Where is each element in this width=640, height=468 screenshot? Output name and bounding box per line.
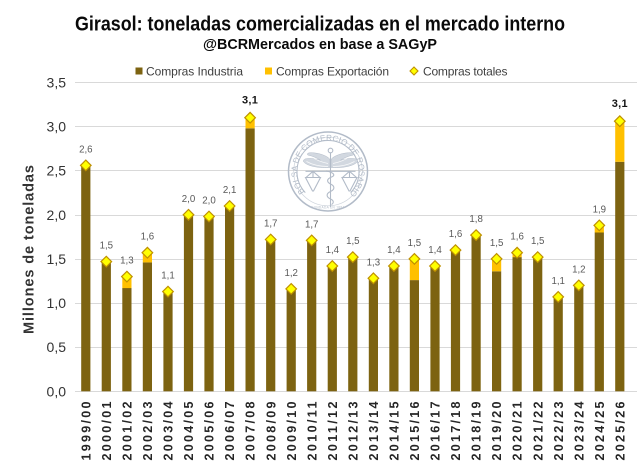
svg-text:1,5: 1,5 (490, 238, 503, 249)
svg-text:Compras Exportación: Compras Exportación (276, 65, 389, 79)
svg-text:2001/02: 2001/02 (121, 402, 135, 461)
svg-text:2025/26: 2025/26 (613, 402, 627, 461)
svg-text:2008/09: 2008/09 (264, 402, 278, 461)
svg-text:2018/19: 2018/19 (470, 402, 484, 461)
svg-text:2013/14: 2013/14 (367, 402, 381, 461)
svg-text:1,7: 1,7 (264, 219, 277, 230)
svg-text:2004/05: 2004/05 (182, 402, 196, 461)
svg-text:1,9: 1,9 (593, 204, 606, 215)
svg-text:Compras Industria: Compras Industria (146, 65, 243, 79)
svg-text:1,4: 1,4 (428, 245, 442, 256)
svg-text:2015/16: 2015/16 (408, 402, 422, 461)
svg-text:1,3: 1,3 (367, 257, 380, 268)
svg-text:1,6: 1,6 (449, 229, 462, 240)
svg-text:1,6: 1,6 (510, 232, 523, 243)
svg-text:2012/13: 2012/13 (346, 402, 360, 461)
svg-text:2009/10: 2009/10 (285, 402, 299, 461)
svg-text:2002/03: 2002/03 (141, 402, 155, 461)
svg-text:1,4: 1,4 (387, 245, 401, 256)
svg-text:1,5: 1,5 (346, 236, 359, 247)
svg-text:3,0: 3,0 (47, 119, 67, 135)
svg-text:FUNDADA EN 1884: FUNDADA EN 1884 (311, 206, 344, 210)
svg-text:1,1: 1,1 (551, 276, 564, 287)
svg-text:@BCRMercados en base a SAGyP: @BCRMercados en base a SAGyP (203, 36, 437, 53)
svg-text:2,0: 2,0 (47, 207, 67, 223)
svg-text:2007/08: 2007/08 (244, 402, 258, 461)
svg-text:1,5: 1,5 (408, 238, 421, 249)
svg-text:1,0: 1,0 (47, 295, 67, 311)
svg-text:2019/20: 2019/20 (490, 402, 504, 461)
svg-text:1,5: 1,5 (100, 241, 113, 252)
svg-text:2,0: 2,0 (182, 194, 196, 205)
svg-text:2011/12: 2011/12 (326, 402, 340, 461)
svg-text:1,1: 1,1 (161, 271, 174, 282)
svg-text:Girasol: toneladas comercializ: Girasol: toneladas comercializadas en el… (75, 13, 565, 35)
svg-text:1999/00: 1999/00 (79, 402, 93, 461)
svg-text:2,0: 2,0 (202, 196, 216, 207)
svg-text:2016/17: 2016/17 (429, 402, 443, 461)
svg-text:Millones de toneladas: Millones de toneladas (22, 165, 38, 334)
svg-text:0,0: 0,0 (47, 383, 67, 399)
svg-text:1,3: 1,3 (120, 256, 133, 267)
svg-text:2,5: 2,5 (47, 163, 67, 179)
svg-text:1,2: 1,2 (284, 268, 297, 279)
svg-text:1,8: 1,8 (469, 214, 482, 225)
svg-text:1,5: 1,5 (531, 236, 544, 247)
svg-text:2021/22: 2021/22 (531, 402, 545, 461)
svg-text:1,7: 1,7 (305, 219, 318, 230)
svg-text:2014/15: 2014/15 (388, 402, 402, 461)
svg-text:3,1: 3,1 (612, 98, 628, 110)
svg-text:2003/04: 2003/04 (162, 402, 176, 461)
svg-text:1,6: 1,6 (141, 232, 154, 243)
svg-text:2005/06: 2005/06 (203, 402, 217, 461)
svg-text:1,2: 1,2 (572, 264, 585, 275)
svg-text:1,5: 1,5 (47, 251, 67, 267)
svg-text:2024/25: 2024/25 (593, 402, 607, 461)
svg-text:2,6: 2,6 (79, 144, 92, 155)
svg-text:3,5: 3,5 (47, 74, 67, 90)
svg-text:2,1: 2,1 (223, 185, 236, 196)
svg-text:2000/01: 2000/01 (100, 402, 114, 461)
svg-text:2023/24: 2023/24 (572, 402, 586, 461)
svg-text:0,5: 0,5 (47, 339, 67, 355)
svg-text:2017/18: 2017/18 (449, 402, 463, 461)
svg-text:2006/07: 2006/07 (223, 402, 237, 461)
svg-text:2010/11: 2010/11 (305, 402, 319, 461)
svg-text:Compras totales: Compras totales (423, 65, 508, 79)
svg-text:2022/23: 2022/23 (552, 402, 566, 461)
svg-text:3,1: 3,1 (242, 95, 258, 107)
svg-text:2020/21: 2020/21 (511, 402, 525, 461)
svg-text:1,4: 1,4 (326, 245, 340, 256)
